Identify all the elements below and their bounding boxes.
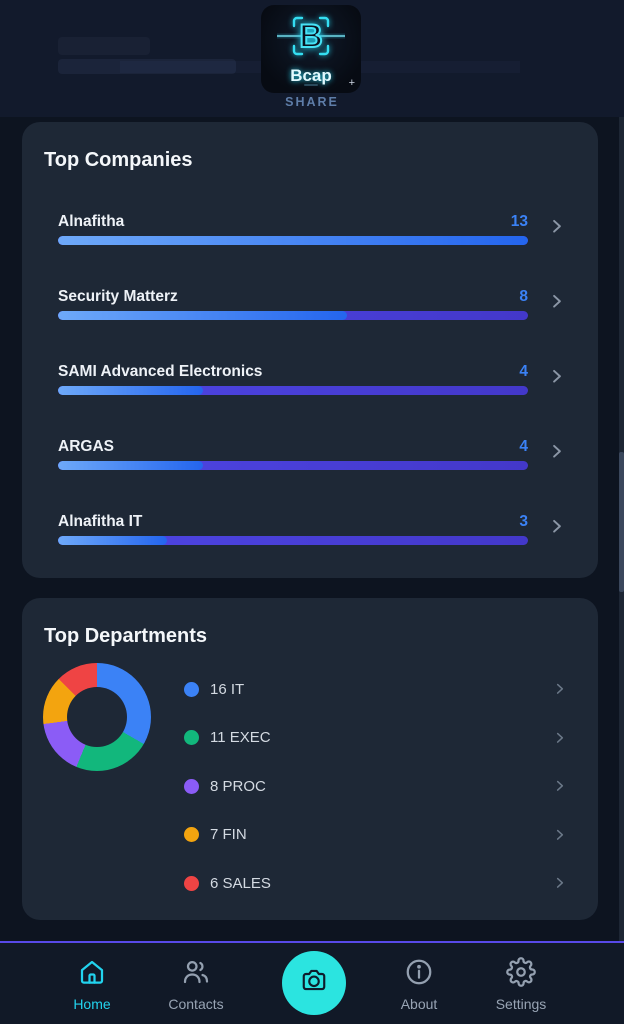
nav-label-about: About bbox=[400, 996, 438, 1012]
department-row[interactable]: 11 EXEC bbox=[184, 714, 576, 763]
departments-legend: 16 IT 11 EXEC 8 PROC 7 FIN 6 SALES bbox=[184, 665, 576, 908]
company-bar-fill bbox=[58, 461, 203, 470]
legend-dot bbox=[184, 681, 199, 697]
top-departments-card: Top Departments 16 IT 11 EXEC 8 PROC 7 FIN 6… bbox=[22, 598, 598, 920]
department-row[interactable]: 7 FIN bbox=[184, 811, 576, 860]
nav-bar: Home Contacts bbox=[0, 943, 624, 1024]
nav-label-contacts: Contacts bbox=[168, 996, 224, 1012]
scrollbar-track bbox=[619, 117, 624, 943]
department-row[interactable]: 16 IT bbox=[184, 665, 576, 714]
bcap-logo-tile[interactable]: B Bcap + bbox=[261, 5, 361, 93]
company-bar-fill bbox=[58, 236, 528, 245]
nav-item-home[interactable]: Home bbox=[42, 957, 142, 1012]
company-count: 3 bbox=[519, 512, 528, 530]
nav-label-settings: Settings bbox=[495, 996, 547, 1012]
share-button[interactable]: SHARE bbox=[285, 95, 339, 109]
chevron-right-icon bbox=[552, 444, 562, 459]
department-label: 8 PROC bbox=[210, 777, 266, 795]
chevron-right-icon bbox=[556, 829, 564, 841]
contacts-icon bbox=[181, 957, 211, 992]
camera-capture-button[interactable] bbox=[282, 951, 346, 1015]
bottom-navigation: Home Contacts bbox=[0, 941, 624, 1024]
blurred-text-placeholder bbox=[58, 37, 150, 55]
company-row[interactable]: Security Matterz 8 bbox=[22, 280, 598, 355]
company-name: Alnafitha IT bbox=[58, 512, 143, 530]
scrollbar-thumb[interactable] bbox=[619, 452, 624, 592]
company-count: 8 bbox=[519, 287, 528, 305]
top-companies-title: Top Companies bbox=[44, 149, 193, 171]
company-bar-track bbox=[58, 236, 528, 245]
company-count: 4 bbox=[519, 437, 528, 455]
chevron-right-icon bbox=[556, 780, 564, 792]
company-name: Alnafitha bbox=[58, 212, 125, 230]
company-name: ARGAS bbox=[58, 437, 114, 455]
company-row[interactable]: SAMI Advanced Electronics 4 bbox=[22, 355, 598, 430]
nav-item-contacts[interactable]: Contacts bbox=[146, 957, 246, 1012]
chevron-right-icon bbox=[556, 732, 564, 744]
nav-item-about[interactable]: About bbox=[369, 957, 469, 1012]
gear-icon bbox=[506, 957, 536, 992]
company-bar-track bbox=[58, 386, 528, 395]
legend-dot bbox=[184, 730, 199, 746]
department-label: 7 FIN bbox=[210, 826, 247, 844]
company-bar-track bbox=[58, 536, 528, 545]
company-bar-fill bbox=[58, 386, 203, 395]
company-row[interactable]: Alnafitha IT 3 bbox=[22, 505, 598, 580]
legend-dot bbox=[184, 778, 199, 794]
home-icon bbox=[77, 957, 107, 992]
department-label: 16 IT bbox=[210, 680, 245, 698]
chevron-right-icon bbox=[556, 877, 564, 889]
blurred-text-placeholder bbox=[58, 59, 236, 74]
company-bar-fill bbox=[58, 311, 348, 320]
company-row[interactable]: Alnafitha 13 bbox=[22, 205, 598, 280]
legend-dot bbox=[184, 827, 199, 843]
info-icon bbox=[404, 957, 434, 992]
app-header: B Bcap + SHARE bbox=[0, 0, 624, 117]
company-count: 4 bbox=[519, 362, 528, 380]
company-bar-fill bbox=[58, 536, 167, 545]
bcap-logo-icon: B Bcap bbox=[277, 16, 345, 86]
chevron-right-icon bbox=[556, 683, 564, 695]
camera-icon bbox=[300, 967, 328, 1000]
nav-item-settings[interactable]: Settings bbox=[471, 957, 571, 1012]
chevron-right-icon bbox=[552, 369, 562, 384]
nav-label-home: Home bbox=[73, 996, 111, 1012]
companies-list: Alnafitha 13 Security Matterz 8 SAMI Advance… bbox=[22, 205, 598, 580]
chevron-right-icon bbox=[552, 219, 562, 234]
chevron-right-icon bbox=[552, 294, 562, 309]
department-label: 11 EXEC bbox=[210, 729, 271, 747]
top-departments-title: Top Departments bbox=[44, 625, 207, 647]
company-row[interactable]: ARGAS 4 bbox=[22, 430, 598, 505]
departments-donut-chart bbox=[43, 663, 151, 771]
company-bar-track bbox=[58, 311, 528, 320]
plus-icon: + bbox=[348, 77, 355, 89]
department-row[interactable]: 6 SALES bbox=[184, 859, 576, 908]
top-companies-card: Top Companies Alnafitha 13 Security Matter… bbox=[22, 122, 598, 578]
svg-text:B: B bbox=[299, 18, 322, 54]
logo-byline bbox=[304, 84, 318, 86]
bcap-logo-text: Bcap bbox=[290, 66, 332, 85]
accent-divider bbox=[0, 941, 624, 943]
company-name: Security Matterz bbox=[58, 287, 178, 305]
department-label: 6 SALES bbox=[210, 874, 271, 892]
department-row[interactable]: 8 PROC bbox=[184, 762, 576, 811]
legend-dot bbox=[184, 875, 199, 891]
company-count: 13 bbox=[510, 212, 528, 230]
chevron-right-icon bbox=[552, 519, 562, 534]
company-name: SAMI Advanced Electronics bbox=[58, 362, 263, 380]
company-bar-track bbox=[58, 461, 528, 470]
